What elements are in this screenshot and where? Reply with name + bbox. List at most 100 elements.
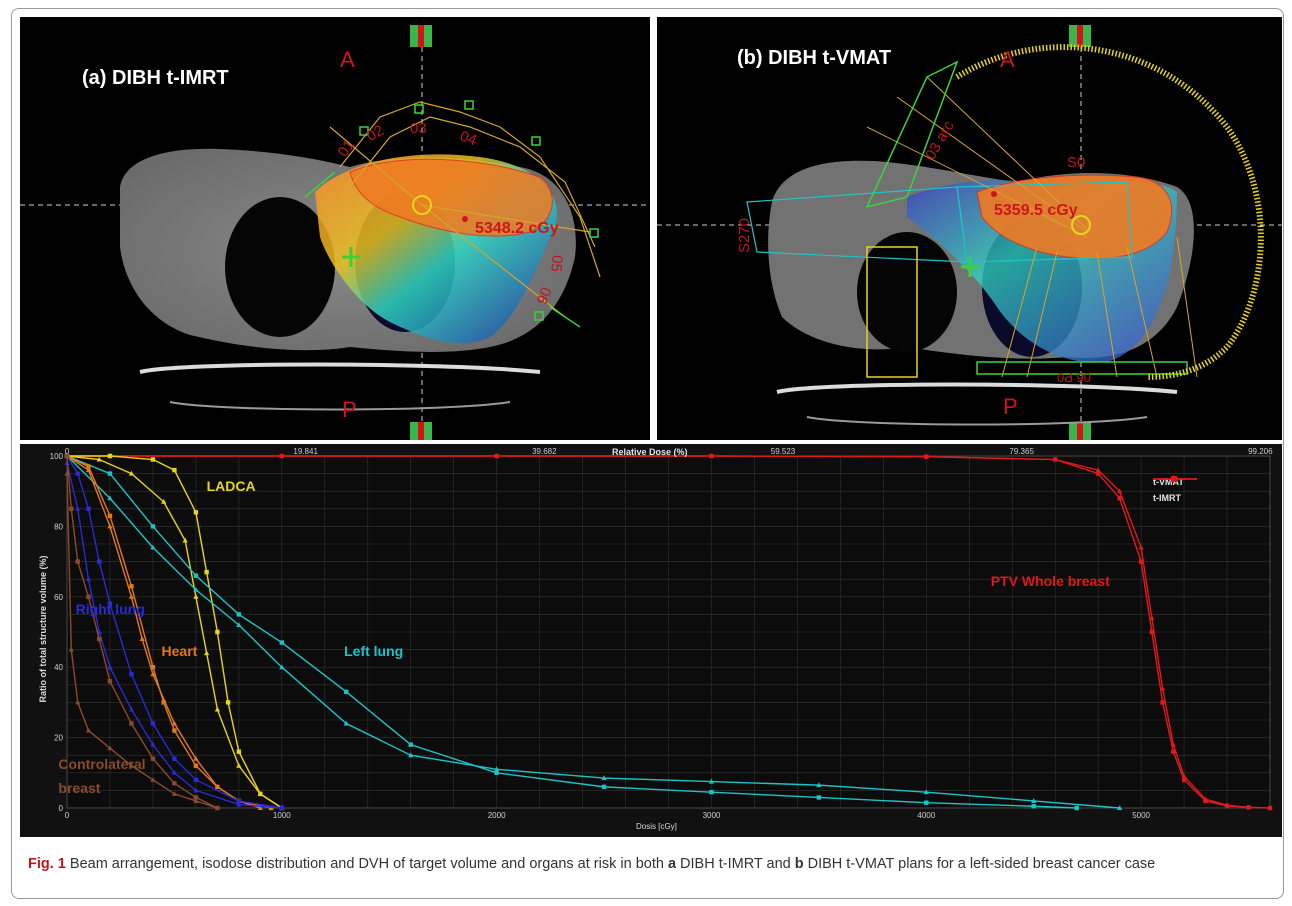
data-point xyxy=(1095,471,1101,476)
data-point xyxy=(1224,802,1230,808)
data-point xyxy=(193,510,199,515)
data-point xyxy=(279,664,285,670)
data-point xyxy=(1267,805,1273,810)
data-point xyxy=(708,453,715,458)
structure-label: Controlateral xyxy=(58,755,146,772)
y-tick-label: 40 xyxy=(54,663,63,672)
x-tick-label: 3000 xyxy=(703,811,721,820)
x-tick-label: 4000 xyxy=(917,811,935,820)
structure-label: PTV Whole breast xyxy=(990,572,1110,589)
data-point xyxy=(171,720,178,726)
data-point xyxy=(1181,773,1187,779)
data-point xyxy=(279,805,285,810)
data-point xyxy=(129,721,134,726)
data-point xyxy=(129,672,134,677)
data-point xyxy=(408,752,414,758)
top-tick-label: 59.523 xyxy=(771,447,796,456)
data-point xyxy=(601,775,607,781)
data-point xyxy=(68,646,74,652)
data-point xyxy=(128,762,135,768)
legend-marker xyxy=(1170,475,1178,482)
data-point xyxy=(75,699,81,705)
dvh-curve xyxy=(66,473,218,809)
data-point xyxy=(215,629,220,635)
data-point xyxy=(128,706,135,712)
data-point xyxy=(193,798,199,803)
data-point xyxy=(1138,559,1144,564)
top-tick-label: 39.682 xyxy=(532,447,557,456)
beam-label: 06 P0 xyxy=(1057,370,1091,385)
data-point xyxy=(150,544,156,550)
data-point xyxy=(161,498,167,504)
dvh-curve xyxy=(67,455,1271,809)
data-point xyxy=(1181,777,1187,783)
y-tick-label: 60 xyxy=(54,593,63,602)
data-point xyxy=(257,791,263,796)
data-point xyxy=(172,467,177,473)
data-point xyxy=(75,506,81,511)
data-point xyxy=(204,569,209,575)
data-point xyxy=(150,457,156,462)
data-point xyxy=(1170,741,1176,747)
x-tick-label: 0 xyxy=(65,811,70,820)
data-point xyxy=(709,789,714,795)
data-point xyxy=(86,594,91,599)
beam-label: 05 xyxy=(547,254,566,273)
data-point xyxy=(193,787,199,793)
data-point xyxy=(107,664,113,670)
data-point xyxy=(193,795,199,800)
legend-swatch xyxy=(1153,475,1197,482)
data-point xyxy=(97,636,102,642)
data-point xyxy=(344,689,349,695)
chart-title: Relative Dose (%) xyxy=(612,447,688,457)
y-tick-label: 80 xyxy=(54,522,63,531)
data-point xyxy=(1117,488,1123,494)
panel-b-title: (b) DIBH t-VMAT xyxy=(737,47,892,69)
y-tick-label: 100 xyxy=(50,452,64,461)
y-axis-label: Ratio of total structure volume (%) xyxy=(38,555,48,703)
data-point xyxy=(494,766,500,772)
data-point xyxy=(193,755,199,761)
data-point xyxy=(150,741,156,747)
data-point xyxy=(129,584,134,589)
data-point xyxy=(150,524,156,529)
ct-image-imrt xyxy=(20,25,650,440)
data-point xyxy=(171,791,178,796)
data-point xyxy=(923,453,929,459)
data-point xyxy=(96,456,102,462)
y-tick-label: 20 xyxy=(54,734,63,743)
data-point xyxy=(816,782,822,788)
data-point xyxy=(214,706,220,712)
data-point xyxy=(923,789,929,795)
data-point xyxy=(708,778,715,784)
data-point xyxy=(279,640,285,645)
data-point xyxy=(236,622,242,627)
data-point xyxy=(816,795,822,800)
data-point xyxy=(107,513,113,519)
data-point xyxy=(494,770,499,775)
data-point xyxy=(172,756,177,761)
ct-panel-vmat: (b) DIBH t-VMAT A P 5359.5 cGy 03 arc S0… xyxy=(657,17,1282,440)
figure-caption: Fig. 1 Beam arrangement, isodose distrib… xyxy=(28,853,1268,875)
top-tick-label: 99.206 xyxy=(1248,447,1273,456)
figure-label: Fig. 1 xyxy=(28,856,66,872)
orientation-posterior: P xyxy=(342,397,357,422)
beam-label: S270 xyxy=(736,217,754,254)
data-point xyxy=(75,559,80,564)
data-point xyxy=(279,453,285,458)
data-point xyxy=(1202,796,1209,802)
data-point xyxy=(150,777,156,782)
beam-label: 03 xyxy=(410,120,427,137)
data-point xyxy=(1160,700,1165,705)
data-point xyxy=(1095,467,1101,473)
data-point xyxy=(107,453,113,459)
data-point xyxy=(75,471,80,476)
data-point xyxy=(139,636,145,642)
caption-panel-b: b xyxy=(794,856,804,872)
data-point xyxy=(1074,805,1079,811)
max-dose-label: 5348.2 cGy xyxy=(475,220,559,237)
data-point xyxy=(1031,804,1036,809)
legend-label: t-IMRT xyxy=(1153,493,1181,503)
data-point xyxy=(236,762,242,768)
data-point xyxy=(107,745,113,751)
